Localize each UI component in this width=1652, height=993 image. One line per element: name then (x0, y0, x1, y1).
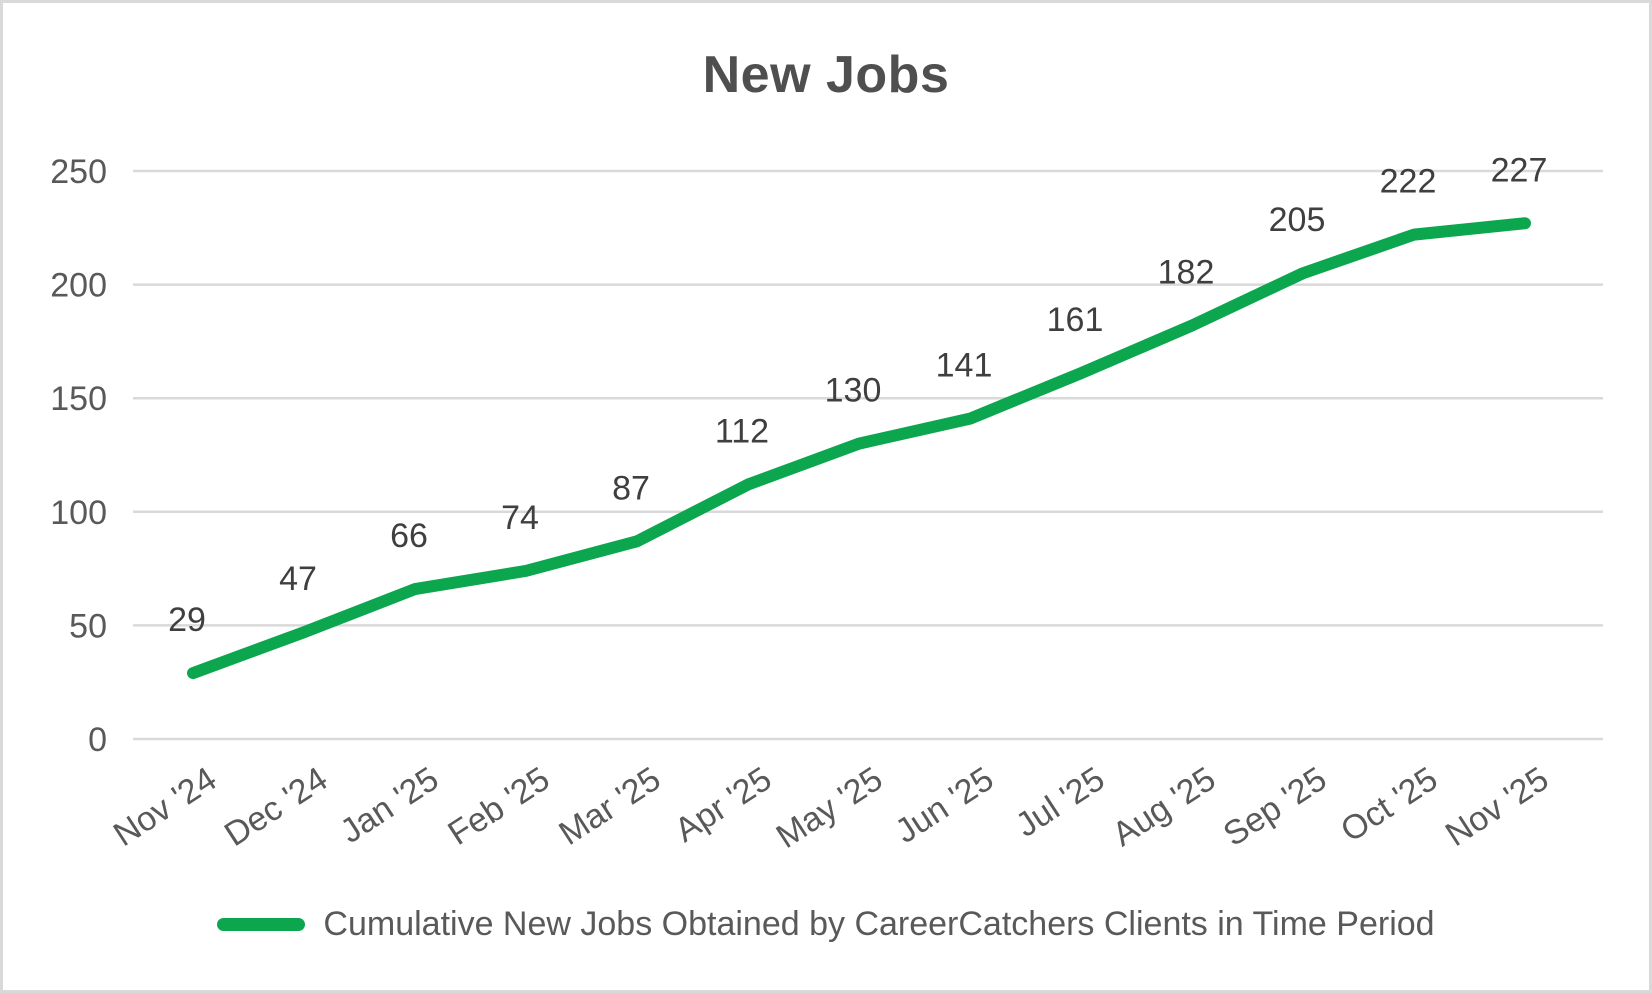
data-label: 222 (1380, 163, 1437, 201)
data-label: 130 (825, 372, 882, 410)
data-label: 87 (612, 469, 650, 507)
x-axis-tick-label: Feb '25 (441, 760, 556, 853)
series-line (187, 217, 1531, 680)
x-axis-tick-label: Apr '25 (668, 760, 778, 850)
data-label: 74 (501, 499, 539, 537)
data-label: 66 (390, 517, 428, 555)
x-axis-tick-label: Nov '25 (1439, 760, 1555, 854)
legend-label: Cumulative New Jobs Obtained by CareerCa… (323, 905, 1435, 943)
x-axis-tick-label: Mar '25 (552, 760, 667, 853)
chart-legend: Cumulative New Jobs Obtained by CareerCa… (3, 905, 1649, 944)
data-label: 29 (168, 601, 206, 639)
x-axis-tick-label: Jun '25 (889, 760, 1001, 851)
data-label: 141 (936, 347, 993, 385)
y-axis-tick-label: 0 (88, 721, 107, 759)
chart-title: New Jobs (702, 46, 950, 104)
x-axis-tick-label: Oct '25 (1334, 760, 1444, 850)
x-axis-tick-label: Jan '25 (334, 760, 446, 851)
x-axis-tick-label: May '25 (770, 760, 890, 856)
data-label: 182 (1158, 253, 1215, 291)
x-axis-tick-label: Aug '25 (1106, 760, 1223, 854)
y-axis-tick-label: 250 (50, 153, 107, 191)
y-axis-tick-label: 50 (69, 607, 107, 645)
data-label: 161 (1047, 301, 1104, 339)
x-axis-tick-label: Dec '24 (218, 760, 334, 854)
x-axis-tick-label: Nov '24 (107, 760, 223, 854)
y-axis-tick-label: 150 (50, 380, 107, 418)
y-axis-tick-label: 100 (50, 494, 107, 532)
data-label: 227 (1491, 151, 1548, 189)
x-axis-tick-label: Jul '25 (1009, 760, 1111, 845)
data-label: 47 (279, 560, 317, 598)
data-label: 205 (1269, 201, 1326, 239)
data-label: 112 (715, 413, 769, 451)
x-axis-tick-label: Sep '25 (1217, 760, 1334, 854)
y-axis-tick-label: 200 (50, 267, 107, 305)
legend-line-swatch (217, 918, 306, 931)
